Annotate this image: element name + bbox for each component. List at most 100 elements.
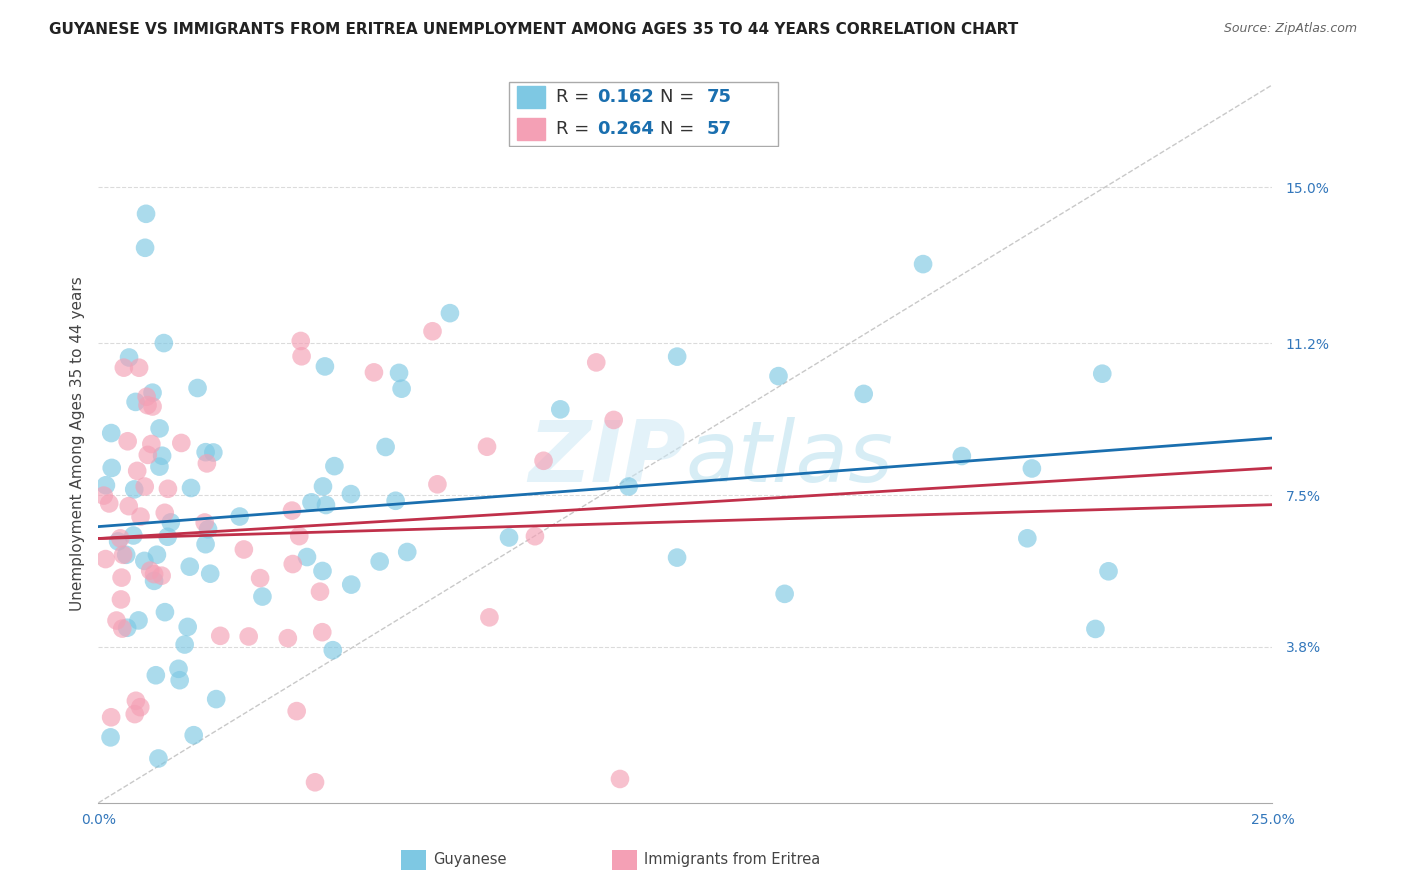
Point: [115, 548, 138, 562]
Point: [107, 534, 129, 549]
Point: [110, 532, 132, 546]
Point: [100, 461, 122, 475]
Point: [374, 440, 396, 454]
Point: [159, 516, 181, 530]
Point: [388, 366, 411, 380]
Point: [118, 351, 141, 365]
Point: [602, 413, 624, 427]
Point: [426, 477, 449, 491]
Point: [150, 449, 173, 463]
Point: [475, 440, 498, 454]
Point: [1017, 531, 1039, 545]
Point: [950, 449, 973, 463]
Point: [156, 530, 179, 544]
Text: GUYANESE VS IMMIGRANTS FROM ERITREA UNEMPLOYMENT AMONG AGES 35 TO 44 YEARS CORRE: GUYANESE VS IMMIGRANTS FROM ERITREA UNEM…: [49, 22, 1018, 37]
Point: [187, 381, 209, 395]
Point: [100, 425, 122, 440]
Point: [167, 662, 190, 676]
Point: [295, 549, 318, 564]
Point: [314, 359, 336, 374]
Point: [173, 638, 195, 652]
Point: [617, 479, 640, 493]
Point: [135, 390, 157, 404]
Point: [129, 700, 152, 714]
Point: [309, 584, 332, 599]
Point: [340, 487, 363, 501]
Point: [105, 614, 128, 628]
Point: [141, 385, 163, 400]
Point: [315, 498, 337, 512]
Point: [252, 590, 274, 604]
Point: [523, 529, 546, 543]
Bar: [517, 87, 544, 109]
Point: [1097, 564, 1119, 578]
Point: [134, 479, 156, 493]
Point: [281, 503, 304, 517]
Point: [128, 360, 150, 375]
Point: [98, 496, 121, 510]
Point: [1084, 622, 1107, 636]
Point: [183, 728, 205, 742]
Point: [122, 483, 145, 497]
Point: [311, 625, 333, 640]
Point: [176, 620, 198, 634]
Text: 57: 57: [706, 120, 731, 138]
Point: [112, 548, 135, 562]
Point: [384, 493, 406, 508]
Point: [143, 574, 166, 588]
Point: [768, 369, 790, 384]
Point: [550, 402, 572, 417]
Text: ZIP: ZIP: [527, 417, 686, 500]
Point: [94, 478, 117, 492]
Point: [136, 448, 159, 462]
Point: [363, 365, 385, 379]
Point: [209, 629, 232, 643]
Point: [312, 479, 335, 493]
Text: 0.162: 0.162: [596, 88, 654, 106]
FancyBboxPatch shape: [509, 82, 778, 146]
Point: [148, 459, 170, 474]
Point: [194, 445, 217, 459]
Point: [112, 360, 135, 375]
Text: 0.264: 0.264: [596, 120, 654, 138]
Point: [340, 577, 363, 591]
Point: [277, 631, 299, 645]
Text: Guyanese: Guyanese: [433, 853, 506, 867]
Point: [323, 459, 346, 474]
Point: [912, 257, 935, 271]
Point: [533, 454, 555, 468]
Point: [1021, 461, 1043, 475]
Text: N =: N =: [659, 88, 700, 106]
Text: R =: R =: [555, 88, 595, 106]
Point: [228, 509, 250, 524]
Point: [195, 457, 218, 471]
Point: [609, 772, 631, 786]
Point: [852, 387, 875, 401]
Point: [110, 592, 132, 607]
Point: [773, 587, 796, 601]
Point: [1091, 367, 1114, 381]
Point: [156, 482, 179, 496]
Point: [100, 731, 122, 745]
Point: [180, 481, 202, 495]
Point: [129, 509, 152, 524]
Point: [143, 567, 166, 582]
Point: [179, 559, 201, 574]
Point: [111, 622, 134, 636]
Point: [422, 324, 444, 338]
Point: [124, 395, 146, 409]
Point: [153, 605, 176, 619]
Point: [170, 436, 193, 450]
Point: [396, 545, 419, 559]
Point: [585, 355, 607, 369]
Point: [288, 529, 311, 543]
Bar: [517, 119, 544, 140]
Point: [125, 694, 148, 708]
Point: [478, 610, 501, 624]
Point: [194, 537, 217, 551]
Text: 75: 75: [706, 88, 731, 106]
Point: [238, 630, 260, 644]
Point: [122, 528, 145, 542]
Point: [368, 554, 391, 568]
Point: [110, 571, 132, 585]
